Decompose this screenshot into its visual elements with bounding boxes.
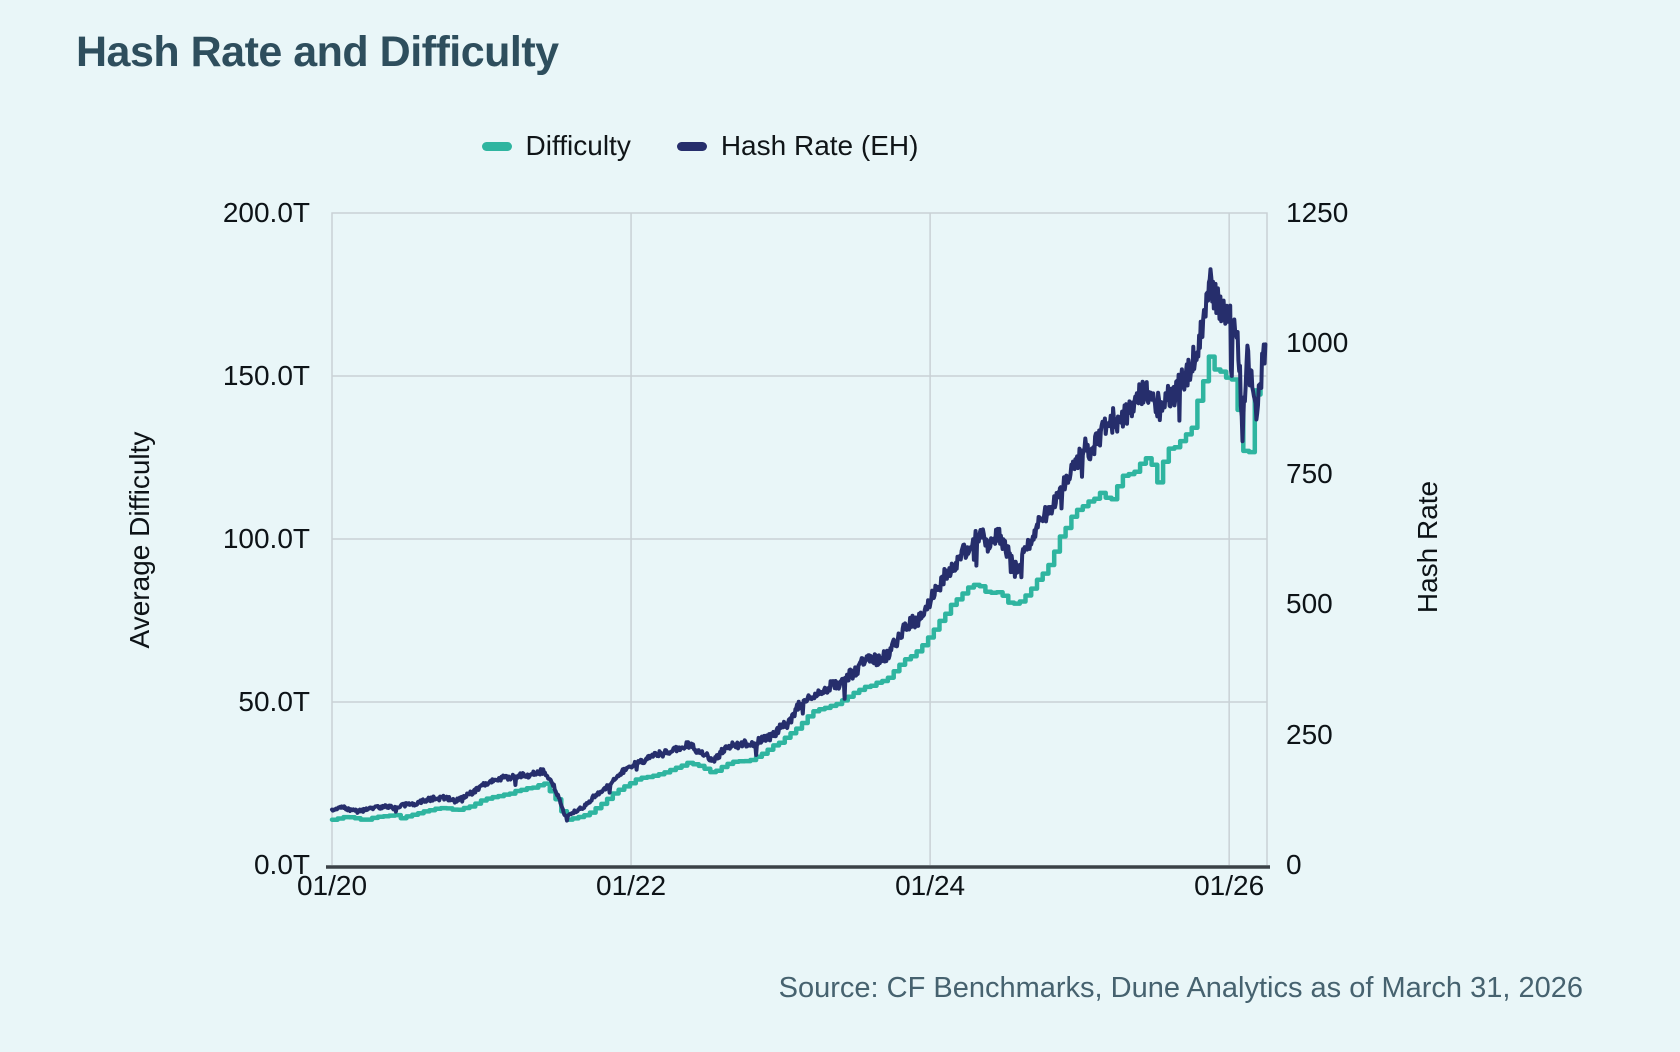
y-left-tick-100.0T: 100.0T <box>222 523 310 554</box>
y-right-tick-750: 750 <box>1286 457 1333 489</box>
y-right-tick-0: 0 <box>1286 849 1302 880</box>
hash-rate-line <box>330 267 1268 823</box>
x-tick-01/22: 01/22 <box>596 870 667 901</box>
y-left-tick-150.0T: 150.0T <box>222 360 310 391</box>
legend-item-hash-rate: Hash Rate (EH) <box>676 130 919 162</box>
hash-rate-legend-label: Hash Rate (EH) <box>720 130 919 161</box>
y-left-tick-0.0T: 0.0T <box>253 849 310 880</box>
y-left-tick-50.0T: 50.0T <box>238 686 310 717</box>
x-tick-01/24: 01/24 <box>895 870 966 901</box>
y-right-tick-1000: 1000 <box>1286 327 1349 359</box>
difficulty-line <box>329 354 1263 822</box>
difficulty-swatch <box>481 141 512 151</box>
difficulty-legend-label: Difficulty <box>525 130 631 161</box>
hash-rate-swatch <box>676 141 707 151</box>
x-tick-01/20: 01/20 <box>296 870 368 901</box>
legend-item-difficulty: Difficulty <box>481 130 631 162</box>
plot-border <box>331 212 1268 865</box>
x-tick-01/26: 01/26 <box>1194 870 1265 901</box>
y-left-tick-200.0T: 200.0T <box>222 197 310 228</box>
y-right-tick-1250: 1250 <box>1286 197 1349 228</box>
y-right-tick-500: 500 <box>1286 588 1333 620</box>
source-note: Source: CF Benchmarks, Dune Analytics as… <box>778 972 1583 1004</box>
legend: Difficulty Hash Rate (EH) <box>0 130 1400 162</box>
chart-title: Hash Rate and Difficulty <box>76 28 559 76</box>
y-right-tick-250: 250 <box>1286 718 1333 750</box>
